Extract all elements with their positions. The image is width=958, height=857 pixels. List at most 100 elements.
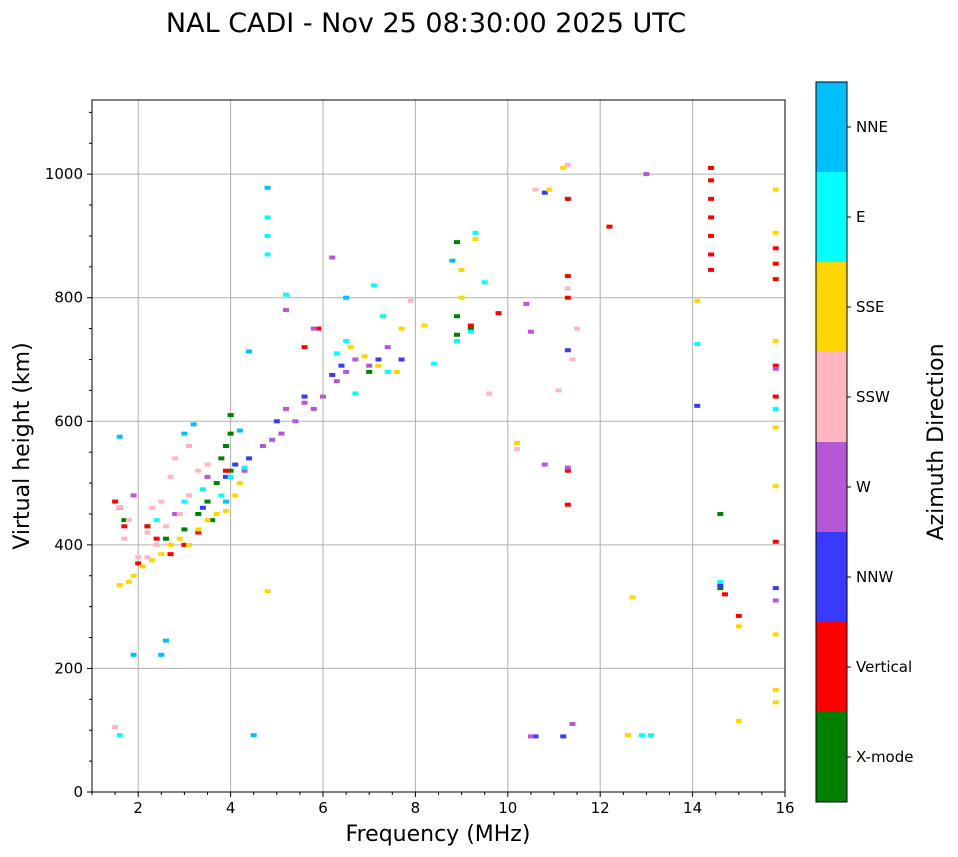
y-axis-ticks: 0 200 400 600 800 1000: [45, 111, 92, 801]
x-tick-label: 8: [411, 799, 421, 817]
data-point: [467, 329, 474, 334]
data-point: [158, 499, 165, 504]
data-point: [283, 308, 290, 313]
data-point: [116, 583, 123, 588]
data-point: [708, 165, 715, 170]
colorbar-segment: [816, 622, 847, 712]
data-point: [310, 406, 317, 411]
data-point: [430, 361, 437, 366]
colorbar-segment: [816, 532, 847, 622]
data-point: [176, 511, 183, 516]
data-point: [135, 561, 142, 566]
data-point: [112, 499, 119, 504]
data-point: [167, 542, 174, 547]
data-point: [264, 185, 271, 190]
data-point: [514, 440, 521, 445]
x-tick-label: 2: [133, 799, 143, 817]
data-point: [190, 422, 197, 427]
data-point: [606, 224, 613, 229]
colorbar-segment: [816, 262, 847, 352]
colorbar-segment: [816, 442, 847, 532]
data-point: [735, 613, 742, 618]
data-point: [366, 369, 373, 374]
data-point: [643, 172, 650, 177]
data-point: [772, 586, 779, 591]
colorbar-segment: [816, 82, 847, 172]
data-point: [153, 518, 160, 523]
data-point: [514, 447, 521, 452]
data-point: [181, 499, 188, 504]
data-point: [481, 280, 488, 285]
data-point: [717, 586, 724, 591]
data-point: [564, 162, 571, 167]
colorbar: X-mode Vertical NNW W SSW SSE E NNE: [815, 81, 913, 803]
data-point: [329, 255, 336, 260]
data-point: [721, 592, 728, 597]
data-point: [199, 505, 206, 510]
data-point: [227, 431, 234, 436]
data-point: [772, 632, 779, 637]
y-tick-label: 800: [54, 289, 83, 307]
data-point: [735, 718, 742, 723]
y-tick-label: 0: [73, 783, 83, 801]
data-point: [772, 539, 779, 544]
data-point: [153, 542, 160, 547]
data-point: [259, 444, 266, 448]
data-point: [125, 579, 132, 584]
data-point: [574, 326, 581, 331]
data-point: [569, 357, 576, 362]
data-point: [393, 369, 400, 374]
data-point: [343, 338, 350, 343]
data-point: [564, 196, 571, 201]
data-point: [564, 465, 571, 470]
data-point: [213, 511, 220, 516]
data-point: [772, 406, 779, 411]
data-point: [162, 638, 169, 643]
data-point: [264, 589, 271, 594]
data-point: [264, 215, 271, 220]
data-point: [708, 215, 715, 220]
data-point: [195, 527, 202, 532]
data-point: [222, 499, 229, 504]
data-point: [121, 524, 128, 529]
data-point: [407, 298, 414, 303]
data-point: [564, 348, 571, 353]
plot-frame: [91, 99, 786, 793]
data-point: [204, 499, 211, 504]
data-point: [523, 301, 530, 306]
data-point: [222, 468, 229, 473]
data-point: [555, 388, 562, 393]
x-tick-label: 4: [226, 799, 236, 817]
data-point: [167, 474, 174, 479]
data-point: [421, 323, 428, 328]
data-point: [264, 252, 271, 257]
data-point: [560, 165, 567, 170]
data-point: [564, 274, 571, 279]
data-point: [144, 524, 151, 529]
colorbar-segment: [816, 352, 847, 442]
data-point: [772, 246, 779, 251]
data-point: [772, 187, 779, 192]
data-point: [172, 511, 179, 516]
data-point: [181, 542, 188, 547]
data-point: [648, 733, 655, 738]
colorbar-label-item: Vertical: [856, 658, 912, 676]
colorbar-label-item: SSW: [856, 388, 890, 406]
data-point: [149, 505, 156, 510]
data-point: [486, 391, 493, 396]
data-point: [227, 474, 234, 479]
data-point: [144, 530, 151, 535]
data-point: [125, 518, 132, 523]
data-point: [283, 406, 290, 411]
data-point: [130, 493, 137, 498]
data-point: [694, 342, 701, 347]
data-point: [398, 357, 405, 362]
data-point: [112, 725, 119, 730]
data-point: [241, 465, 248, 470]
data-point: [162, 524, 169, 529]
chart-title: NAL CADI - Nov 25 08:30:00 2025 UTC: [166, 8, 686, 39]
colorbar-label-item: SSE: [856, 298, 885, 316]
data-point: [370, 283, 377, 288]
data-point: [453, 314, 460, 319]
